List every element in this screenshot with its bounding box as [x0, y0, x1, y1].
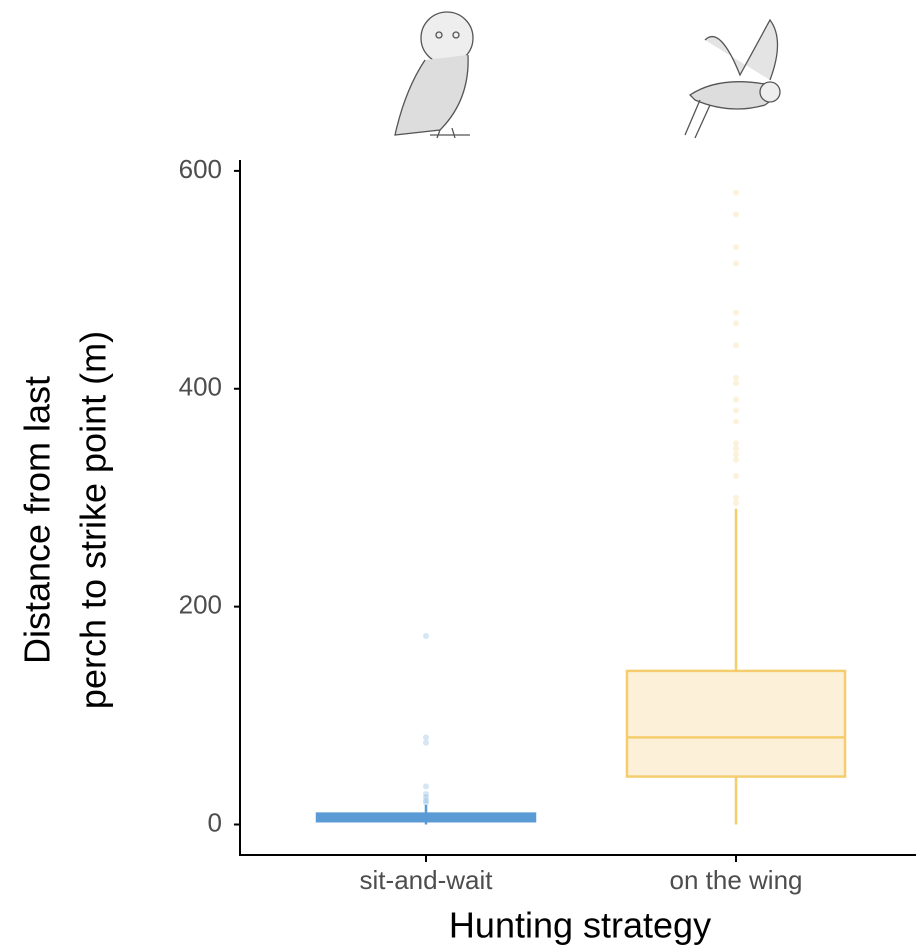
- y-tick-label: 0: [208, 807, 222, 837]
- outlier: [423, 739, 429, 746]
- outlier: [733, 309, 739, 316]
- outlier: [423, 633, 429, 640]
- outlier: [733, 472, 739, 479]
- x-tick-label: on the wing: [670, 865, 803, 895]
- outlier: [733, 396, 739, 403]
- y-axis-title: Distance from last perch to strike point…: [17, 331, 114, 709]
- outlier: [733, 260, 739, 267]
- outlier: [733, 451, 739, 458]
- outlier: [733, 342, 739, 349]
- box: [625, 669, 847, 778]
- outlier: [733, 380, 739, 387]
- outlier: [423, 799, 429, 806]
- y-axis-title-line: perch to strike point (m): [73, 331, 114, 709]
- x-axis-title: Hunting strategy: [449, 905, 711, 946]
- outlier: [733, 500, 739, 507]
- outlier: [733, 244, 739, 251]
- outlier: [733, 440, 739, 447]
- outlier: [423, 734, 429, 741]
- x-tick-label: sit-and-wait: [360, 865, 494, 895]
- outlier: [733, 445, 739, 452]
- outlier: [733, 189, 739, 196]
- y-axis-title-line: Distance from last: [17, 376, 58, 664]
- outlier: [423, 797, 429, 804]
- y-tick-label: 400: [179, 372, 222, 402]
- y-tick-label: 600: [179, 154, 222, 184]
- owl-flying: [684, 18, 781, 139]
- outlier: [423, 783, 429, 790]
- outlier: [733, 494, 739, 501]
- outlier: [733, 407, 739, 414]
- outlier: [733, 211, 739, 218]
- outlier: [733, 456, 739, 463]
- outlier: [733, 320, 739, 327]
- outlier: [423, 790, 429, 797]
- outlier: [423, 794, 429, 801]
- owl-perched: [394, 11, 474, 139]
- y-tick-label: 200: [179, 590, 222, 620]
- outlier: [733, 374, 739, 381]
- outlier: [733, 418, 739, 425]
